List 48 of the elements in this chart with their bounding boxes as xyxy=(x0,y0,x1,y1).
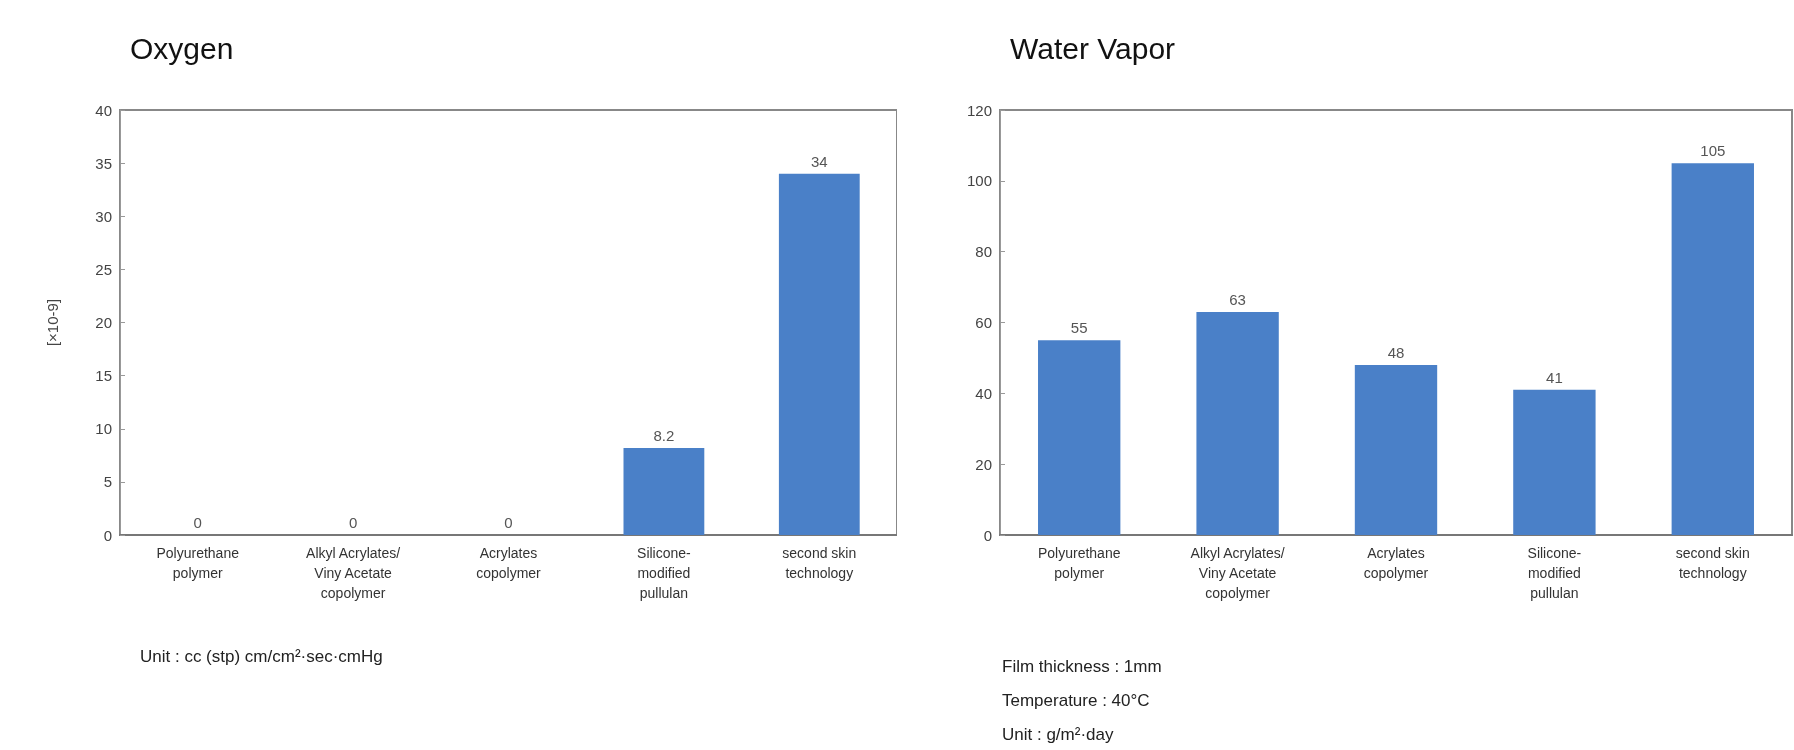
data-label: 41 xyxy=(1546,368,1563,386)
data-label: 34 xyxy=(810,152,828,170)
y-tick-label: 40 xyxy=(975,384,992,402)
x-tick-label: Alkyl Acrylates/ Viny Acetate copolymer xyxy=(306,545,401,601)
y-tick-label: 35 xyxy=(95,154,112,172)
x-tick-label: Silicone- modified pullulan xyxy=(637,545,692,601)
y-tick-label: 15 xyxy=(95,367,112,385)
x-tick-label: Acrylates copolymer xyxy=(1363,545,1429,581)
data-label: 63 xyxy=(1229,290,1246,308)
x-tick-label: Acrylates copolymer xyxy=(476,545,542,581)
y-tick-label: 40 xyxy=(95,101,112,119)
chart-title: Oxygen xyxy=(130,31,234,65)
y-tick-label: 20 xyxy=(975,455,992,473)
y-tick-label: 0 xyxy=(983,526,992,544)
x-tick-label: second skin technology xyxy=(1675,545,1750,581)
data-label: 0 xyxy=(193,514,202,531)
data-label: 55 xyxy=(1070,319,1088,337)
text: Unit : cc (stp) cm/cm²·sec·cmHg xyxy=(140,646,383,668)
x-tick-label: Polyurethane polymer xyxy=(156,545,240,581)
y-tick-label: 120 xyxy=(966,101,992,119)
bar xyxy=(1671,163,1754,535)
text: Film thickness : 1mm xyxy=(1002,656,1162,678)
bar xyxy=(1196,311,1279,535)
x-tick-label: Alkyl Acrylates/ Viny Acetate copolymer xyxy=(1190,545,1285,601)
y-tick-label: 10 xyxy=(95,420,112,438)
x-tick-label: second skin technology xyxy=(782,545,857,581)
y-tick-label: 80 xyxy=(975,243,992,261)
x-tick-label: Polyurethane polymer xyxy=(1037,545,1121,581)
data-label: 105 xyxy=(1700,142,1726,160)
y-tick-label: 30 xyxy=(95,207,112,225)
bar xyxy=(1513,389,1596,535)
y-tick-label: 0 xyxy=(103,526,112,544)
text: Unit : g/m²·day xyxy=(1002,724,1115,746)
y-tick-label: 25 xyxy=(95,260,112,278)
y-axis-title: [×10-9] xyxy=(44,298,61,347)
data-label: 8.2 xyxy=(653,426,675,444)
y-tick-label: 20 xyxy=(95,314,112,331)
y-tick-label: 5 xyxy=(103,473,112,491)
bar xyxy=(1038,340,1121,535)
y-tick-label: 60 xyxy=(975,314,992,331)
y-tick-label: 100 xyxy=(966,172,992,190)
data-label: 48 xyxy=(1387,344,1405,361)
x-tick-label: Silicone- modified pullulan xyxy=(1527,545,1582,601)
bar xyxy=(1354,365,1438,535)
chart-title: Water Vapor xyxy=(1010,31,1176,65)
data-label: 0 xyxy=(348,514,358,531)
data-label: 0 xyxy=(504,514,513,531)
text: Temperature : 40°C xyxy=(1002,690,1151,712)
